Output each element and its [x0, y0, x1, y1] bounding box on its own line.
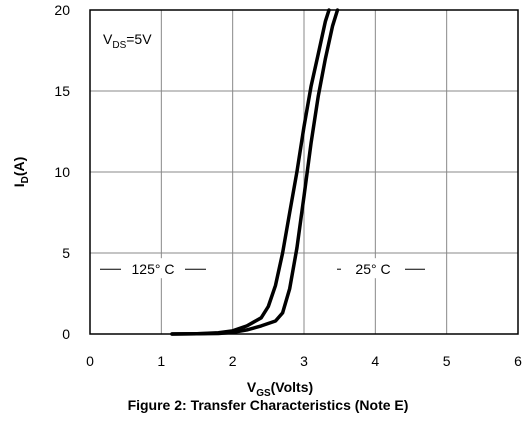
x-tick-label: 0: [86, 353, 94, 369]
x-tick-label: 5: [443, 353, 451, 369]
annotation-layer: 125° C 25° C: [96, 258, 429, 279]
x-axis-label-rest: (Volts): [271, 379, 314, 395]
y-tick-labels: 0 5 10 15 20: [54, 2, 70, 342]
plot-frame: [89, 9, 519, 335]
x-axis-label: VGS(Volts): [247, 379, 313, 399]
condition-rest: =5V: [126, 31, 152, 47]
annotation-125c: 125° C: [96, 258, 210, 279]
condition-label: VDS=5V: [103, 31, 152, 51]
y-tick-label: 20: [54, 2, 70, 18]
x-axis-label-main: V: [247, 379, 257, 395]
x-tick-label: 6: [514, 353, 522, 369]
condition-sub: DS: [112, 40, 126, 51]
y-tick-label: 5: [62, 245, 70, 261]
x-axis-label-sub: GS: [256, 388, 271, 399]
y-axis-label-rest: (A): [11, 157, 27, 176]
x-tick-label: 4: [371, 353, 379, 369]
annotation-25c: 25° C: [333, 258, 429, 279]
condition-main: V: [103, 31, 113, 47]
x-tick-labels: 0 1 2 3 4 5 6: [86, 353, 522, 369]
annotation-label: 125° C: [132, 261, 175, 277]
annotation-bg: [333, 258, 429, 279]
series-layer: [170, 8, 340, 336]
y-axis-label: ID(A): [11, 157, 31, 188]
y-tick-label: 10: [54, 164, 70, 180]
series-line-25c: [170, 8, 340, 336]
grid: [89, 9, 519, 335]
annotation-label: 25° C: [355, 261, 390, 277]
y-axis-label-main: I: [11, 183, 27, 187]
annotation-bg: [96, 258, 210, 279]
figure-caption: Figure 2: Transfer Characteristics (Note…: [128, 397, 409, 413]
y-tick-label: 0: [62, 326, 70, 342]
y-tick-label: 15: [54, 83, 70, 99]
x-tick-label: 3: [300, 353, 308, 369]
x-tick-label: 1: [157, 353, 165, 369]
x-tick-label: 2: [229, 353, 237, 369]
y-axis-label-sub: D: [20, 176, 31, 183]
